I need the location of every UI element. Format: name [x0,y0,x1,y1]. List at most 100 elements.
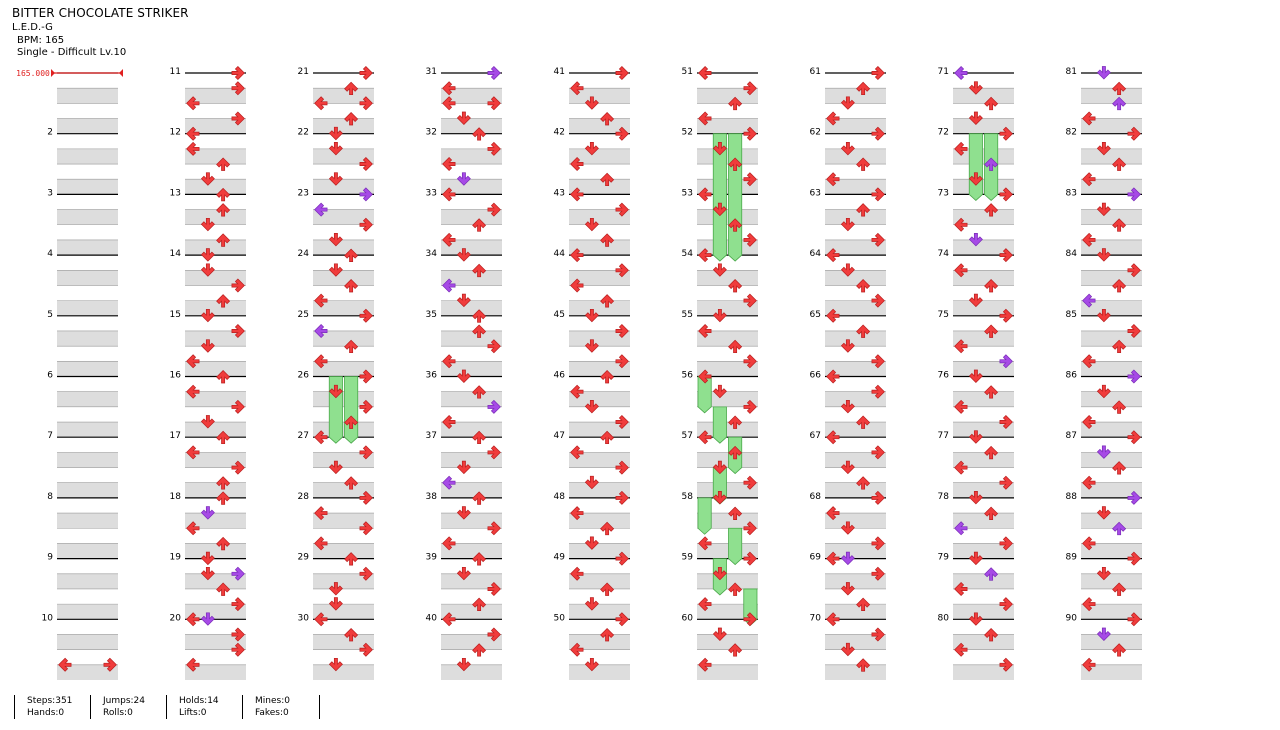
down-arrow-note [328,126,343,141]
right-arrow-note [871,490,885,505]
up-arrow-note [216,476,231,490]
down-arrow-note [200,339,215,353]
left-arrow-note [698,369,712,384]
down-arrow-note [1096,384,1111,399]
up-arrow-note [1112,81,1127,96]
right-arrow-note [487,141,501,156]
beat-shade [57,88,118,104]
beat-shade [1081,482,1142,498]
beat-shade [57,634,118,650]
right-arrow-note [359,521,373,536]
left-arrow-note [698,324,712,338]
beat-shade [1081,179,1142,195]
down-arrow-note [840,551,855,566]
measure-number: 83 [1066,188,1077,198]
right-arrow-note [871,187,885,202]
right-arrow-note [871,293,885,308]
beat-shade [1081,543,1142,559]
beat-shade [953,513,1014,529]
left-arrow-note [442,157,456,171]
right-arrow-note [231,81,245,96]
up-arrow-note [1112,582,1127,596]
right-arrow-note [615,263,629,278]
up-arrow-note [856,324,871,338]
beat-shade [953,209,1014,225]
notes [58,66,1141,672]
right-arrow-note [743,81,757,96]
measure-number: 72 [938,128,949,138]
beat-shade [697,452,758,468]
right-arrow-note [615,415,629,429]
down-arrow-note [1096,248,1111,262]
measure-number: 61 [810,67,821,77]
beat-shade [441,664,502,680]
up-arrow-note [344,552,359,566]
bpm-marker-end [119,69,123,77]
measure-number: 71 [938,67,949,77]
left-arrow-note [954,263,968,278]
beat-shade [313,239,374,256]
beat-shade [825,239,886,256]
beat-shade [441,543,502,559]
measure-number: 16 [170,371,182,381]
beat-shade [697,422,758,438]
measure-number: 40 [426,613,438,623]
up-arrow-note [216,187,231,202]
up-arrow-note [216,370,231,384]
holds [328,133,999,626]
beat-shade [57,330,118,347]
down-arrow-note [712,384,727,399]
up-arrow-note [1112,339,1127,354]
beat-shade [569,482,630,498]
up-arrow-note [728,157,743,171]
left-arrow-note [442,415,456,429]
beat-shade [697,330,758,347]
down-arrow-note [840,263,855,277]
beat-shade [313,118,374,134]
left-arrow-note [314,293,328,308]
left-arrow-note [1082,111,1096,126]
beat-shade [185,604,246,620]
up-arrow-note [984,157,999,171]
beat-shade [569,422,630,438]
up-arrow-note [1112,96,1127,111]
right-arrow-note [615,202,629,217]
right-arrow-note [871,627,885,642]
beat-shade [313,604,374,620]
up-arrow-note [344,248,359,262]
right-arrow-note [359,66,373,80]
left-arrow-note [954,399,968,414]
beat-shade [953,179,1014,195]
beat-shade [953,361,1014,377]
down-arrow-note [712,566,727,581]
down-arrow-note [584,536,599,550]
beat-shade [441,361,502,377]
beat-shade [441,88,502,104]
beat-shade [313,330,374,347]
measure-number: 66 [810,371,822,381]
left-arrow-note [954,339,968,354]
right-arrow-note [743,521,757,536]
stats-column-mines: Mines:0 Fakes:0 [242,695,318,719]
down-arrow-note [584,597,599,611]
up-arrow-note [728,339,743,354]
hold-note [728,133,743,262]
beat-shade [825,118,886,134]
up-arrow-note [728,445,743,460]
beat-shade [1081,422,1142,438]
measure-number: 41 [554,67,565,77]
left-arrow-note [186,141,200,156]
left-arrow-note [698,66,712,80]
left-arrow-note [314,612,328,627]
measure-number: 15 [170,310,181,320]
left-arrow-note [698,597,712,612]
measure-number: 56 [682,371,694,381]
measure-number: 22 [298,128,309,138]
beat-shade [441,513,502,529]
measure-number: 17 [170,431,181,441]
beat-shade [185,422,246,438]
up-arrow-note [472,309,487,323]
down-arrow-note [968,111,983,125]
beat-shade [953,239,1014,256]
up-arrow-note [344,112,359,126]
